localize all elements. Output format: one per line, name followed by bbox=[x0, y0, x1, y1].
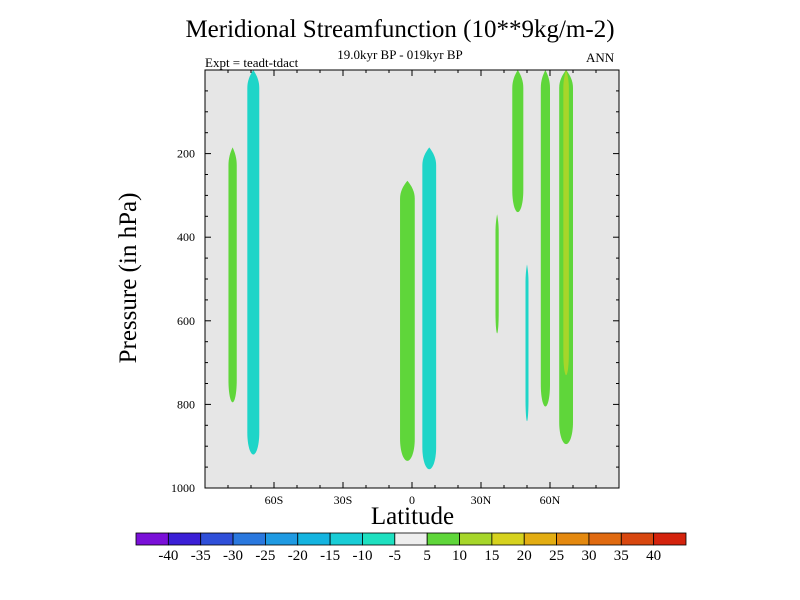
x-tick-label: 30N bbox=[471, 493, 492, 507]
colorbar-label: 40 bbox=[646, 548, 661, 564]
colorbar-label: 30 bbox=[581, 548, 596, 564]
colorbar-label: 15 bbox=[484, 548, 499, 564]
colorbar-swatch bbox=[459, 532, 493, 546]
colorbar-label: -10 bbox=[352, 548, 372, 564]
colorbar-label: -25 bbox=[255, 548, 275, 564]
colorbar-swatch bbox=[135, 532, 169, 546]
y-tick-label: 1000 bbox=[171, 481, 195, 495]
colorbar-swatch bbox=[588, 532, 622, 546]
cell-55N-positive bbox=[540, 70, 550, 407]
colorbar-label: -40 bbox=[158, 548, 178, 564]
colorbar-label: 25 bbox=[549, 548, 564, 564]
colorbar-swatch bbox=[329, 532, 363, 546]
season-label: ANN bbox=[586, 50, 615, 65]
colorbar-label: 35 bbox=[614, 548, 629, 564]
cell-65N-core bbox=[563, 70, 569, 376]
x-tick-label: 30S bbox=[334, 493, 353, 507]
y-tick-label: 400 bbox=[177, 230, 195, 244]
cell-eq-positive bbox=[400, 180, 415, 461]
colorbar-swatch bbox=[523, 532, 557, 546]
y-tick-label: 800 bbox=[177, 397, 195, 411]
colorbar-label: 10 bbox=[452, 548, 467, 564]
colorbar-swatch bbox=[167, 532, 202, 546]
colorbar-swatch bbox=[200, 532, 234, 546]
x-axis-label: Latitude bbox=[370, 503, 455, 530]
colorbar-label: 5 bbox=[423, 548, 431, 564]
y-tick-label: 600 bbox=[177, 314, 195, 328]
colorbar-swatch bbox=[362, 532, 396, 546]
colorbar-swatch bbox=[394, 532, 428, 546]
colorbar-label: -15 bbox=[320, 548, 340, 564]
colorbar-swatch bbox=[297, 532, 331, 546]
colorbar-label: -30 bbox=[223, 548, 243, 564]
x-tick-label: 60N bbox=[540, 493, 561, 507]
y-tick-label: 200 bbox=[177, 147, 195, 161]
cell-45N-positive bbox=[512, 70, 524, 213]
colorbar-swatch bbox=[232, 532, 266, 546]
colorbar-swatch bbox=[556, 532, 590, 546]
colorbar-label: 20 bbox=[517, 548, 532, 564]
colorbar-label: -35 bbox=[191, 548, 211, 564]
experiment-label: Expt = teadt-tdact bbox=[205, 55, 299, 70]
colorbar-label: -5 bbox=[389, 548, 402, 564]
chart-title: Meridional Streamfunction (10**9kg/m-2) bbox=[185, 16, 615, 43]
colorbar-swatch bbox=[426, 532, 460, 546]
colorbar-swatch bbox=[653, 532, 687, 546]
chart-subtitle: 19.0kyr BP - 019kyr BP bbox=[337, 47, 463, 62]
colorbar-label: -20 bbox=[288, 548, 308, 564]
cell-62S-negative bbox=[247, 70, 260, 455]
cell-35N-positive bbox=[495, 214, 499, 334]
colorbar-swatch bbox=[620, 532, 655, 546]
x-tick-label: 60S bbox=[265, 493, 284, 507]
colorbar-swatch bbox=[265, 532, 299, 546]
cell-eq-negative bbox=[422, 147, 437, 470]
colorbar-swatch bbox=[491, 532, 525, 546]
cell-42N-negative bbox=[525, 264, 529, 422]
x-tick-label: 0 bbox=[409, 493, 415, 507]
cell-70S-positive bbox=[228, 147, 237, 403]
